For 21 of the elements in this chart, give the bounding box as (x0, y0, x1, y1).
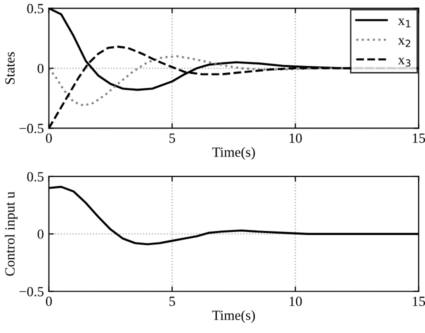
y-axis-title: States (5, 52, 15, 84)
x-axis-title: Time(s) (212, 310, 255, 323)
y-tick-label: 0.5 (27, 172, 44, 182)
x-tick-label: 0 (46, 296, 52, 306)
x-tick-label: 10 (290, 296, 302, 306)
x-tick-label: 15 (412, 134, 425, 143)
y-tick-label: 0.5 (27, 4, 44, 14)
x-tick-label: 0 (46, 133, 52, 143)
legend-label: x$_{3}$ (398, 58, 410, 67)
y-tick-label: 0 (38, 64, 44, 74)
y-tick-label: −0.5 (20, 286, 44, 296)
y-axis-title: Control input u (4, 192, 18, 276)
x-tick-label: 15 (412, 296, 425, 306)
legend-label: x$_{2}$ (398, 38, 410, 47)
x-tick-label: 5 (169, 134, 176, 143)
x-tick-label: 5 (169, 296, 176, 306)
x-tick-label: 10 (290, 133, 302, 143)
x-axis-title: Time(s) (212, 147, 255, 160)
y-tick-label: 0 (38, 230, 44, 239)
y-tick-label: −0.5 (20, 124, 44, 134)
legend-label: x$_{1}$ (398, 18, 410, 28)
